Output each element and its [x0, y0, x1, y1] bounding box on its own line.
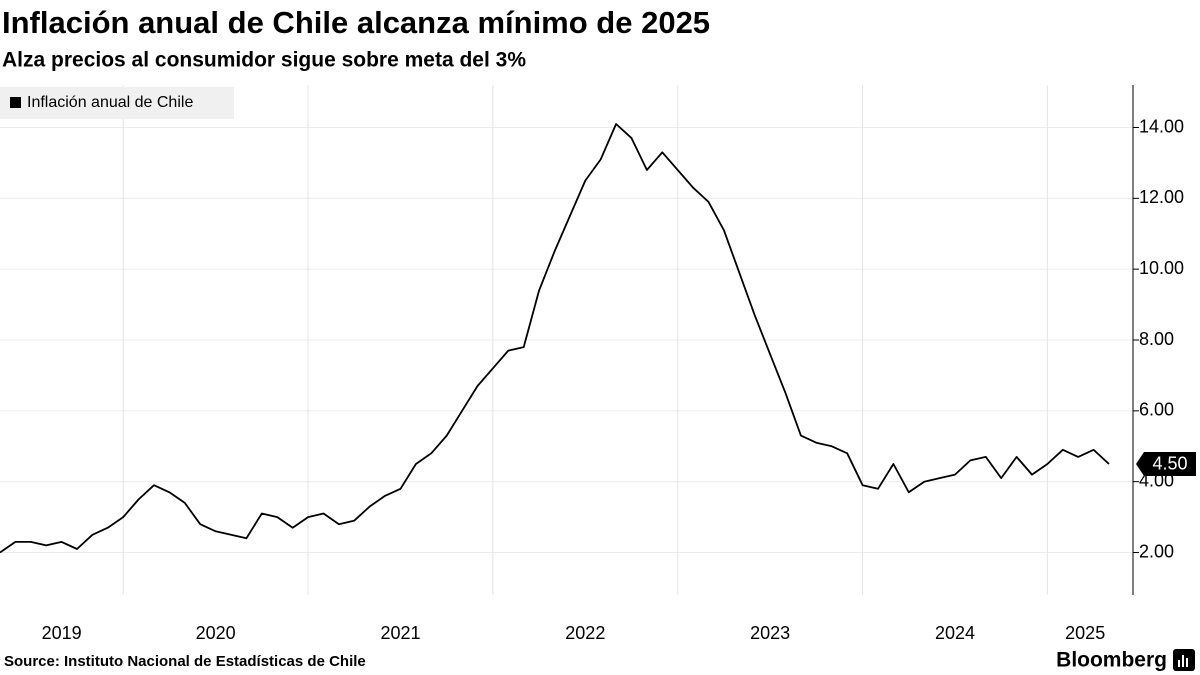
value-label-box [1136, 451, 1196, 476]
x-tick-label: 2022 [565, 623, 605, 643]
y-tick-label: 12.00 [1139, 187, 1184, 207]
y-tick-label: 8.00 [1139, 329, 1174, 349]
chart-subtitle: Alza precios al consumidor sigue sobre m… [2, 49, 526, 72]
source: Source: Instituto Nacional de Estadístic… [4, 653, 366, 670]
x-tick-label: 2021 [380, 623, 420, 643]
x-tick-label: 2019 [42, 623, 82, 643]
brand-icon [1173, 649, 1195, 671]
x-tick-label: 2020 [196, 623, 236, 643]
legend-background [0, 87, 234, 119]
line [0, 123, 1110, 554]
brand: Bloomberg [1056, 649, 1167, 672]
x-tick-label: 2023 [750, 623, 790, 643]
legend-swatch [10, 97, 21, 108]
value-label: 4.50 [1152, 454, 1187, 474]
y-tick-label: 10.00 [1139, 258, 1184, 278]
y-tick-label: 14.00 [1139, 116, 1184, 136]
chart-title: Inflación anual de Chile alcanza mínimo … [2, 5, 710, 40]
x-tick-label: 2024 [935, 623, 975, 643]
y-tick-label: 6.00 [1139, 400, 1174, 420]
legend: Inflación anual de Chile [0, 87, 234, 119]
legend-label: Inflación anual de Chile [27, 94, 193, 111]
x-tick-label: 2025 [1065, 623, 1105, 643]
y-tick-label: 2.00 [1139, 541, 1174, 561]
